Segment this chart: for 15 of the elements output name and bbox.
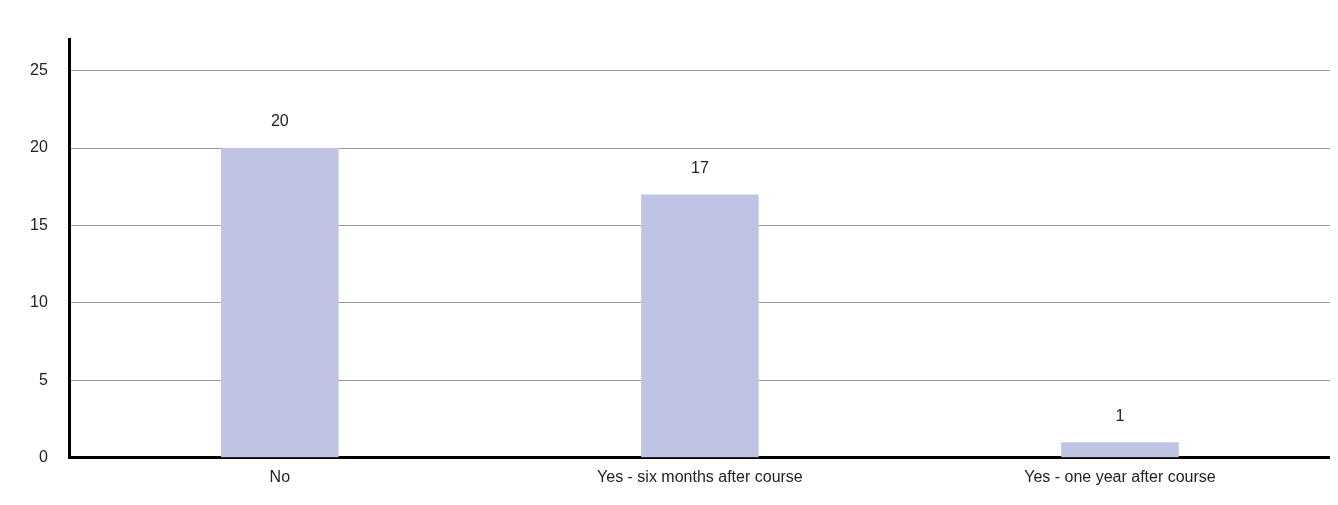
y-tick-label: 25 (30, 60, 48, 78)
bar (221, 148, 339, 458)
y-tick-label: 0 (38, 448, 48, 466)
y-tick-label: 15 (30, 215, 48, 233)
bar (641, 194, 759, 458)
data-label: 17 (691, 158, 709, 176)
x-tick-label: No (269, 467, 291, 485)
x-tick-label: Yes - one year after course (1024, 467, 1216, 485)
x-tick-label: Yes - six months after course (597, 467, 803, 485)
bar (1061, 442, 1179, 458)
data-label: 20 (270, 112, 289, 130)
data-label: 1 (1115, 406, 1125, 424)
y-tick-label: 10 (30, 293, 48, 311)
y-tick-label: 20 (30, 138, 48, 156)
y-tick-label: 5 (38, 370, 48, 388)
